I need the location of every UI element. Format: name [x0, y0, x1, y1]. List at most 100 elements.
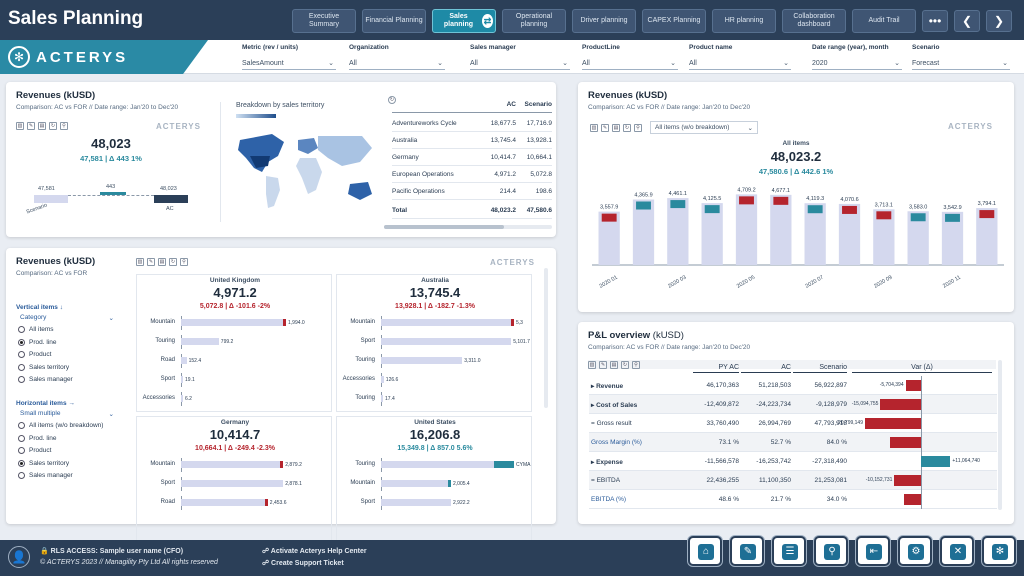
- network-button[interactable]: ✻: [982, 536, 1016, 566]
- vertical-items-option[interactable]: All items: [18, 326, 54, 333]
- refresh-icon[interactable]: ↻: [388, 96, 396, 104]
- zoom-icon[interactable]: ⚲: [632, 361, 640, 369]
- edit-icon[interactable]: ✎: [147, 258, 155, 266]
- horizontal-scrollbar[interactable]: [384, 225, 552, 229]
- var-bar[interactable]: [865, 418, 921, 429]
- bar-2020-06[interactable]: [770, 194, 792, 265]
- radio-button[interactable]: [18, 363, 25, 371]
- vertical-items-option[interactable]: Sales territory: [18, 363, 69, 371]
- edit-button[interactable]: ✎: [730, 536, 764, 566]
- var-bar[interactable]: [894, 475, 921, 486]
- chart-icon[interactable]: ▥: [588, 361, 596, 369]
- chart-icon[interactable]: ▥: [16, 122, 24, 130]
- pl-row[interactable]: = EBITDA 22,436,255 11,100,350 21,253,081 -1…: [589, 471, 997, 490]
- horizontal-items-option[interactable]: Sales manager: [18, 472, 73, 479]
- tab-hr-planning[interactable]: HR planning: [712, 9, 776, 33]
- pl-row[interactable]: Gross Margin (%) 73.1 % 52.7 % 84.0 %: [589, 433, 997, 452]
- refresh-icon[interactable]: ↻: [623, 124, 631, 132]
- tab-audit-trail[interactable]: Audit Trail: [852, 9, 916, 33]
- radio-button[interactable]: [18, 459, 25, 467]
- chart-icon[interactable]: ▥: [590, 124, 598, 132]
- more-button[interactable]: •••: [922, 10, 948, 32]
- row-bar[interactable]: [381, 376, 384, 383]
- tab-operational-planning[interactable]: Operational planning: [502, 9, 566, 33]
- row-bar[interactable]: [181, 338, 219, 345]
- bar-2020-03[interactable]: [667, 198, 689, 265]
- breakdown-dropdown[interactable]: All items (w/o breakdown) ⌄: [650, 121, 758, 134]
- bar-2020-02[interactable]: [632, 199, 655, 265]
- vertical-items-option[interactable]: Prod. line: [18, 338, 56, 346]
- next-page-button[interactable]: ❯: [986, 10, 1012, 32]
- support-ticket-link[interactable]: ☍ Create Support Ticket: [262, 560, 344, 567]
- radio-button[interactable]: [18, 472, 25, 479]
- notes-button[interactable]: ☰: [772, 536, 806, 566]
- radio-button[interactable]: [18, 351, 25, 358]
- row-bar[interactable]: [181, 395, 183, 402]
- table-icon[interactable]: ▤: [610, 361, 618, 369]
- scrollbar-thumb[interactable]: [384, 225, 504, 229]
- zoom-icon[interactable]: ⚲: [634, 124, 642, 132]
- settings-button[interactable]: ⚙: [898, 536, 932, 566]
- filter-select[interactable]: All ⌄: [689, 57, 791, 70]
- table-row[interactable]: Australia 13,745.4 13,928.1: [392, 132, 552, 149]
- zoom-button[interactable]: ⚲: [814, 536, 848, 566]
- row-bar[interactable]: [381, 395, 383, 402]
- home-button[interactable]: ⌂: [688, 536, 722, 566]
- pl-row[interactable]: = Gross result 33,760,490 26,994,769 47,793…: [589, 414, 997, 433]
- table-row[interactable]: European Operations 4,971.2 5,072.8: [392, 166, 552, 183]
- edit-icon[interactable]: ✎: [601, 124, 609, 132]
- tab-capex-planning[interactable]: CAPEX Planning: [642, 9, 706, 33]
- row-bar[interactable]: [181, 499, 268, 506]
- pl-row[interactable]: EBITDA (%) 48.6 % 21.7 % 34.0 %: [589, 490, 997, 509]
- vertical-items-option[interactable]: Sales manager: [18, 376, 73, 383]
- previous-page-button[interactable]: ❮: [954, 10, 980, 32]
- row-bar[interactable]: [181, 480, 284, 487]
- zoom-icon[interactable]: ⚲: [60, 122, 68, 130]
- row-bar[interactable]: [381, 461, 514, 468]
- bar-2020-10[interactable]: [907, 211, 929, 265]
- filter-select[interactable]: All ⌄: [349, 57, 445, 70]
- chart-icon[interactable]: ▥: [136, 258, 144, 266]
- table-icon[interactable]: ▤: [612, 124, 620, 132]
- row-bar[interactable]: [181, 357, 187, 364]
- row-bar[interactable]: [381, 319, 514, 326]
- refresh-icon[interactable]: ↻: [169, 258, 177, 266]
- filter-select[interactable]: All ⌄: [582, 57, 678, 70]
- row-bar[interactable]: [181, 461, 284, 468]
- row-bar[interactable]: [381, 338, 512, 345]
- filter-select[interactable]: SalesAmount ⌄: [242, 57, 336, 70]
- radio-button[interactable]: [18, 422, 25, 429]
- vertical-scrollbar[interactable]: [998, 360, 1002, 510]
- radio-button[interactable]: [18, 434, 25, 442]
- bar-2020-01[interactable]: [598, 211, 620, 265]
- var-bar[interactable]: [889, 437, 921, 448]
- table-row[interactable]: Germany 10,414.7 10,664.1: [392, 149, 552, 166]
- filter-select[interactable]: Forecast ⌄: [912, 57, 1010, 70]
- pl-row[interactable]: ▸ Cost of Sales -12,409,872 -24,223,734 -9,…: [589, 395, 997, 414]
- tab-executive-summary[interactable]: Executive Summary: [292, 9, 356, 33]
- vertical-scrollbar[interactable]: [544, 268, 548, 408]
- row-bar[interactable]: [181, 319, 286, 326]
- bar-2020-08[interactable]: [838, 203, 861, 265]
- bar-2020-09[interactable]: [873, 209, 895, 265]
- radio-button[interactable]: [18, 326, 25, 333]
- row-bar[interactable]: [181, 376, 183, 383]
- filter-select[interactable]: 2020 ⌄: [812, 57, 902, 70]
- bar-2020-07[interactable]: [804, 203, 826, 265]
- horizontal-items-option[interactable]: Product: [18, 447, 51, 454]
- filter-select[interactable]: All ⌄: [470, 57, 570, 70]
- tab-driver-planning[interactable]: Driver planning: [572, 9, 636, 33]
- edit-icon[interactable]: ✎: [599, 361, 607, 369]
- tools-button[interactable]: ✕: [940, 536, 974, 566]
- pl-row[interactable]: ▸ Revenue 46,170,363 51,218,503 56,922,897 -…: [589, 376, 997, 395]
- pl-row[interactable]: ▸ Expense -11,566,578 -16,253,742 -27,318,4…: [589, 452, 997, 471]
- table-icon[interactable]: ▤: [158, 258, 166, 266]
- var-bar[interactable]: [905, 380, 921, 391]
- edit-icon[interactable]: ✎: [27, 122, 35, 130]
- table-row[interactable]: Pacific Operations 214.4 198.6: [392, 183, 552, 200]
- var-bar[interactable]: [921, 456, 951, 467]
- row-bar[interactable]: [381, 499, 451, 506]
- vertical-items-option[interactable]: Product: [18, 351, 51, 358]
- bar-2020-04[interactable]: [701, 203, 723, 265]
- tab-sales-planning[interactable]: Sales planning ⇄: [432, 9, 496, 33]
